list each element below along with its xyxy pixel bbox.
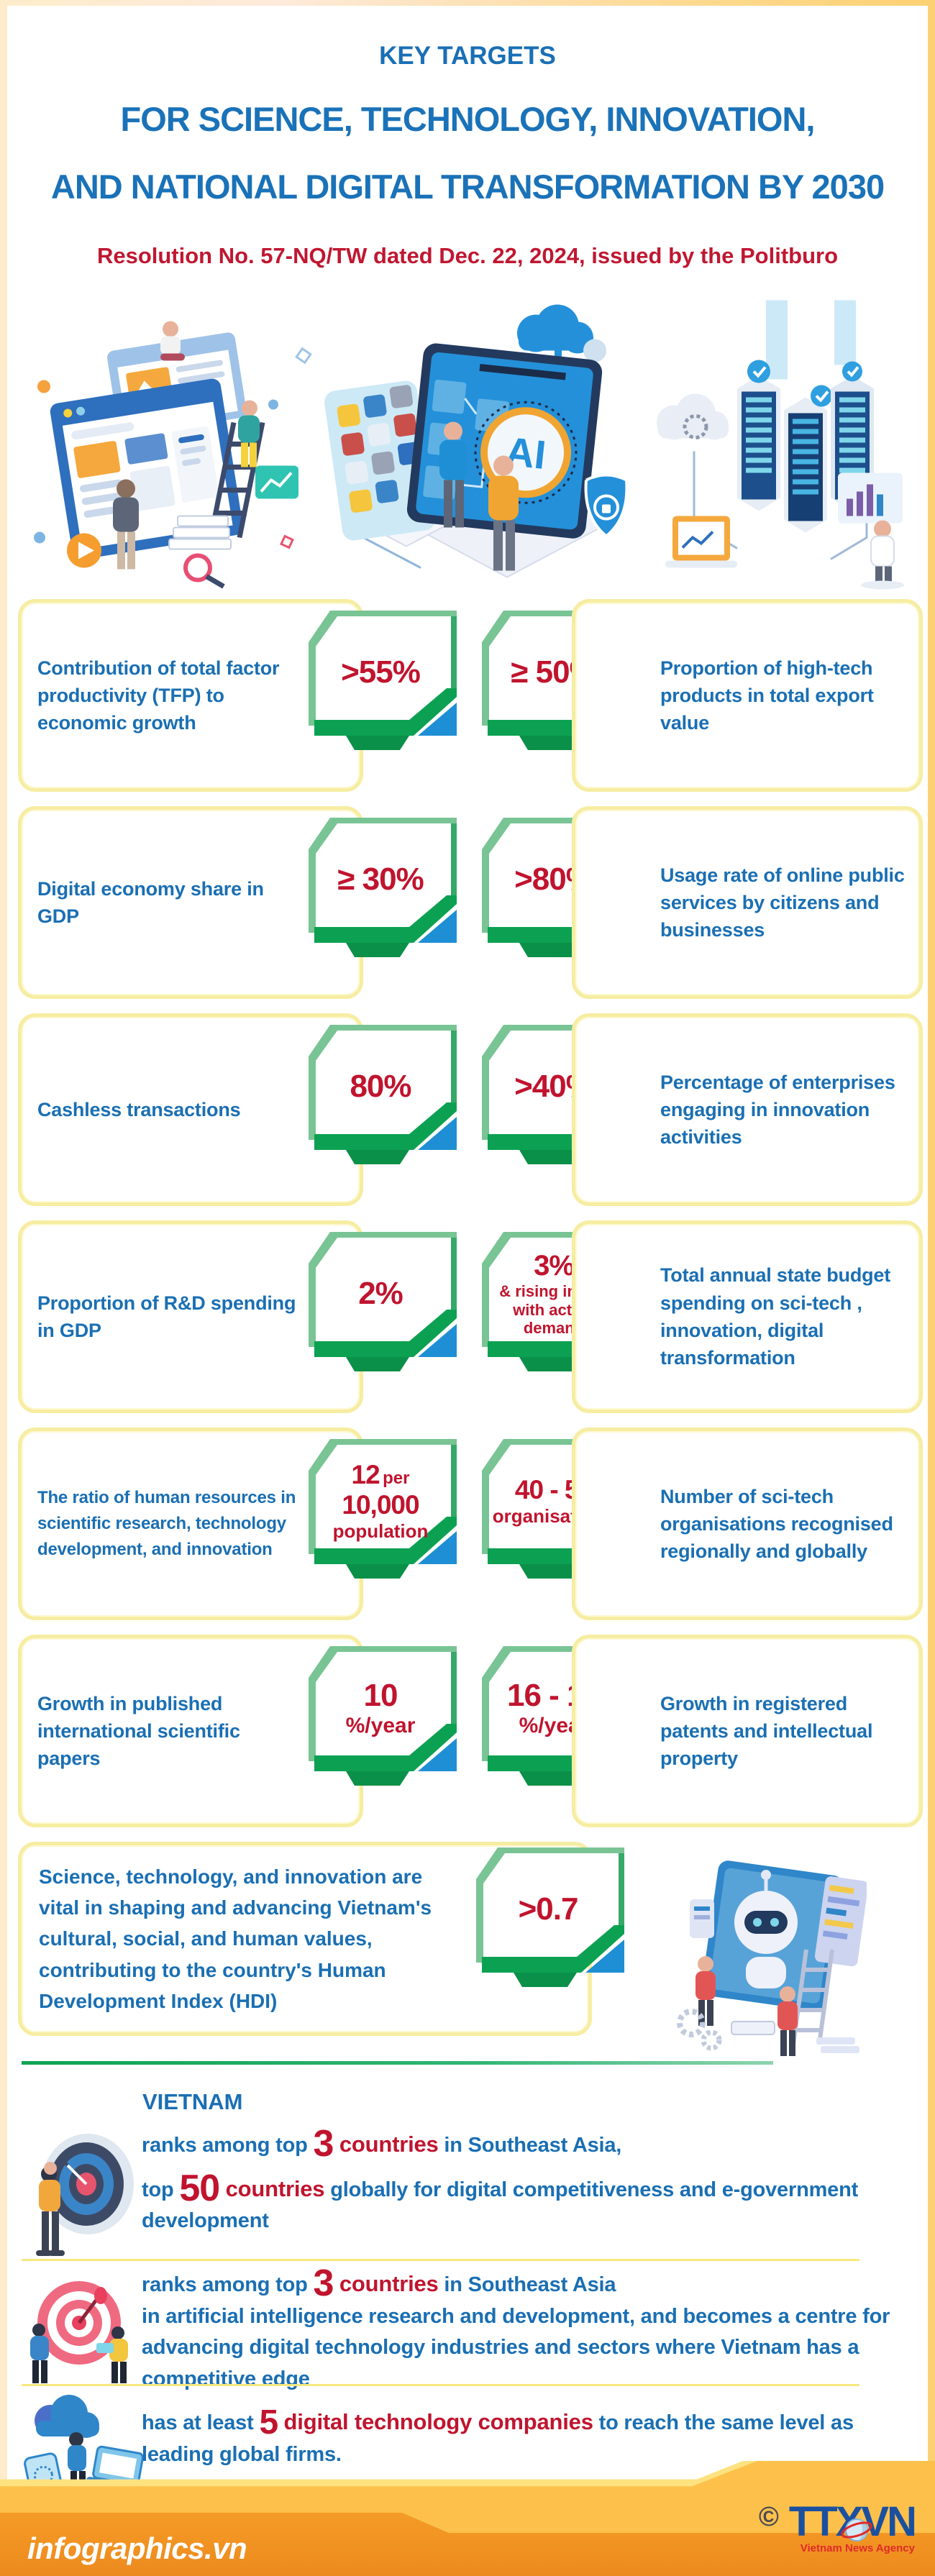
target-row-tfp: Contribution of total factor productivit…: [0, 599, 935, 806]
target-label-right: Usage rate of online public services by …: [572, 806, 923, 999]
target-badge: ≥ 30%: [304, 818, 460, 970]
target-badge: >0.7: [472, 1847, 627, 2000]
robot-technology-illustration-icon: [677, 1860, 867, 2056]
bullet-divider: [22, 2384, 859, 2386]
dartboard-red-icon: [30, 2281, 128, 2383]
vietnam-bullet-ai: ranks among top 3 countries in Southeast…: [142, 2262, 890, 2390]
target-row-hdi: Science, technology, and innovation are …: [0, 1842, 935, 2056]
target-row-human-resources: The ratio of human resources in scientif…: [0, 1428, 935, 1635]
target-label-right: Total annual state budget spending on sc…: [572, 1220, 923, 1413]
target-label-left: The ratio of human resources in scientif…: [18, 1428, 363, 1620]
ttxvn-logo: © TTXVN Vietnam News Agency: [735, 2500, 917, 2554]
hero-illustration-band: AI: [18, 298, 917, 593]
target-label-left: Growth in published international scient…: [18, 1635, 363, 1827]
target-row-cashless: Cashless transactions 80% >40% Percentag…: [0, 1013, 935, 1220]
target-label-right: Growth in registered patents and intelle…: [572, 1635, 923, 1827]
section-divider: [22, 2061, 773, 2065]
target-badge: 2%: [304, 1232, 460, 1384]
target-row-rd-spending: Proportion of R&D spending in GDP 2% 3% …: [0, 1220, 935, 1428]
page-kicker: KEY TARGETS: [379, 42, 556, 70]
target-row-scientific-papers: Growth in published international scient…: [0, 1635, 935, 1842]
target-label-left: Proportion of R&D spending in GDP: [18, 1220, 363, 1413]
target-label-hdi: Science, technology, and innovation are …: [18, 1842, 592, 2036]
target-badge: >55%: [304, 611, 460, 763]
dartboard-blue-icon: [36, 2134, 134, 2256]
site-name: infographics.vn: [27, 2531, 247, 2565]
target-badge: 10 %/year: [304, 1646, 460, 1799]
target-label-right: Percentage of enterprises engaging in in…: [572, 1013, 923, 1206]
target-label-right: Number of sci-tech organisations recogni…: [572, 1428, 923, 1620]
data-center-illustration-icon: [657, 300, 904, 590]
web-development-illustration-icon: [34, 321, 312, 589]
logo-tagline: Vietnam News Agency: [800, 2542, 915, 2554]
bullet-divider: [22, 2259, 859, 2261]
vietnam-bullet-companies: has at least 5 digital technology compan…: [142, 2403, 854, 2466]
target-label-left: Cashless transactions: [18, 1013, 363, 1206]
vietnam-bullet-ranking: ranks among top 3 countries in Southeast…: [142, 2123, 859, 2232]
target-badge: 12 per 10,000 population: [304, 1439, 460, 1591]
cloud-digital-company-icon: [24, 2395, 144, 2503]
ai-platform-illustration-icon: AI: [324, 304, 629, 578]
globe-icon: [841, 2518, 872, 2541]
target-badge: 80%: [304, 1025, 460, 1177]
copyright-icon: ©: [758, 2501, 779, 2532]
page-title-line1: FOR SCIENCE, TECHNOLOGY, INNOVATION,: [120, 100, 816, 138]
target-row-digital-economy: Digital economy share in GDP ≥ 30% >80% …: [0, 806, 935, 1013]
vietnam-heading: VIETNAM: [142, 2089, 243, 2114]
target-label-right: Proportion of high-tech products in tota…: [572, 599, 923, 792]
page-title-line2: AND NATIONAL DIGITAL TRANSFORMATION BY 2…: [50, 168, 885, 206]
resolution-subtitle: Resolution No. 57-NQ/TW dated Dec. 22, 2…: [96, 243, 839, 268]
